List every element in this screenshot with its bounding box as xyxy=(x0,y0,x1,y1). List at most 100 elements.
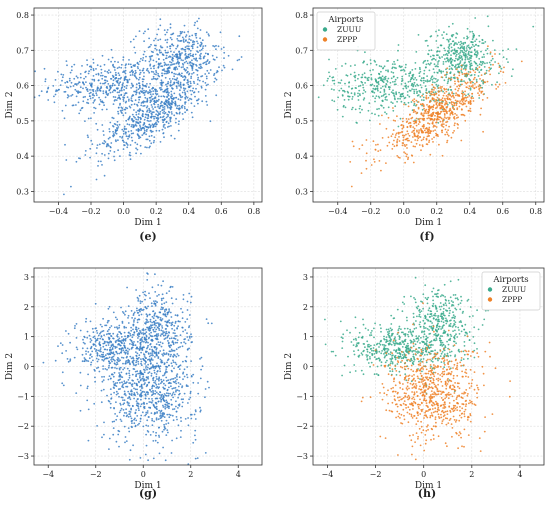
data-point xyxy=(96,352,99,355)
data-point xyxy=(145,307,148,310)
data-point xyxy=(474,71,477,74)
data-point xyxy=(132,405,134,408)
data-point xyxy=(469,56,471,59)
data-point xyxy=(140,403,143,406)
data-point xyxy=(173,63,176,65)
data-point xyxy=(159,116,162,118)
data-point xyxy=(57,345,59,347)
data-point xyxy=(115,393,118,396)
data-point xyxy=(165,54,168,57)
data-point xyxy=(207,53,209,56)
data-point xyxy=(84,120,86,122)
data-point xyxy=(163,387,166,390)
data-point xyxy=(478,94,481,97)
data-point xyxy=(470,55,473,58)
data-point xyxy=(128,410,131,413)
data-point xyxy=(481,39,484,41)
data-point xyxy=(406,120,409,123)
data-point xyxy=(148,120,150,122)
data-point xyxy=(142,378,145,380)
data-point xyxy=(112,134,114,137)
data-point xyxy=(445,121,447,124)
data-point xyxy=(146,279,149,281)
data-point xyxy=(40,90,43,93)
data-point xyxy=(138,85,141,87)
data-point xyxy=(146,391,149,393)
data-point xyxy=(102,351,105,354)
data-point xyxy=(445,76,448,79)
data-point xyxy=(161,104,164,107)
data-point xyxy=(127,322,130,324)
data-point xyxy=(152,141,155,144)
data-point xyxy=(169,47,172,50)
y-tick-label: 0.8 xyxy=(295,11,308,20)
data-point xyxy=(103,154,106,156)
data-point xyxy=(131,419,134,422)
data-point xyxy=(163,374,166,376)
data-point xyxy=(112,337,115,340)
data-point xyxy=(390,343,393,346)
data-point xyxy=(425,137,428,140)
data-point xyxy=(137,134,140,137)
data-point xyxy=(135,71,137,74)
data-point xyxy=(82,87,84,90)
data-point xyxy=(83,77,85,80)
data-point xyxy=(437,91,440,93)
data-point xyxy=(99,348,102,351)
data-point xyxy=(147,341,149,344)
data-point xyxy=(86,336,89,339)
data-point xyxy=(475,78,478,81)
data-point xyxy=(196,40,198,43)
data-point xyxy=(455,36,457,39)
data-point xyxy=(200,42,203,45)
data-point xyxy=(85,359,88,362)
data-point xyxy=(133,368,136,370)
data-point xyxy=(219,31,222,34)
data-point xyxy=(140,383,143,386)
data-point xyxy=(191,43,194,46)
data-point xyxy=(69,85,72,88)
data-point xyxy=(475,56,478,58)
data-point xyxy=(466,86,468,89)
data-point xyxy=(464,42,467,44)
data-point xyxy=(365,139,368,141)
data-point xyxy=(151,78,153,81)
data-point xyxy=(97,160,100,163)
data-point xyxy=(354,76,356,79)
data-point xyxy=(465,50,467,53)
data-point xyxy=(116,127,119,130)
data-point xyxy=(142,92,145,94)
data-point xyxy=(398,136,400,138)
data-point xyxy=(161,318,164,320)
data-point xyxy=(480,92,483,94)
data-point xyxy=(117,106,120,109)
data-point xyxy=(164,33,167,36)
data-point xyxy=(426,59,429,62)
data-point xyxy=(198,79,201,82)
data-point xyxy=(176,375,178,378)
data-point xyxy=(84,75,87,78)
data-point xyxy=(415,121,417,124)
data-point xyxy=(139,376,141,379)
data-point xyxy=(472,86,474,88)
data-point xyxy=(161,109,164,112)
data-point xyxy=(125,63,127,66)
data-point xyxy=(139,121,142,124)
data-point xyxy=(142,126,145,129)
data-point xyxy=(46,90,49,93)
data-point xyxy=(117,72,120,75)
data-point xyxy=(96,337,99,340)
data-point xyxy=(365,354,368,356)
data-point xyxy=(445,52,448,55)
data-point xyxy=(144,414,147,417)
data-point xyxy=(89,89,91,91)
data-point xyxy=(170,316,173,318)
data-point xyxy=(127,350,129,353)
data-point xyxy=(162,412,164,414)
data-point xyxy=(144,306,147,309)
data-point xyxy=(412,145,415,148)
data-point xyxy=(172,391,175,394)
data-point xyxy=(147,91,149,93)
data-point xyxy=(387,77,390,80)
data-point xyxy=(168,308,171,311)
